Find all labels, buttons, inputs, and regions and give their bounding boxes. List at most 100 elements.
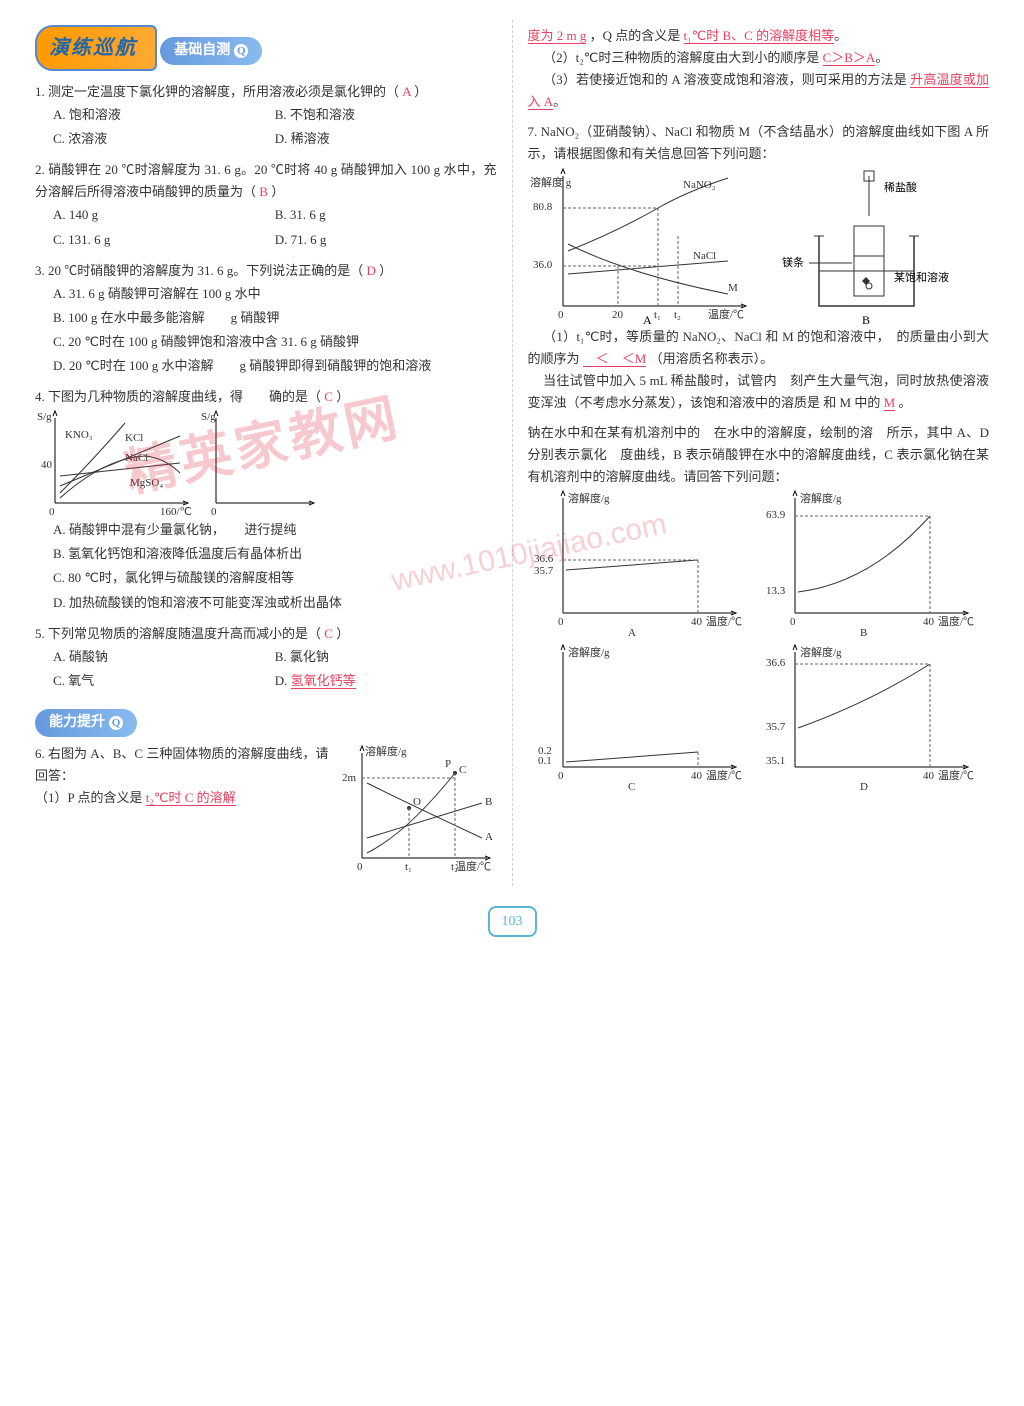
q7-p2: 当往试管中加入 5 mL 稀盐酸时，试管内 刻产生大量气泡，同时放热使溶液变浑浊… [528, 370, 990, 414]
svg-text:温度/℃: 温度/℃ [938, 614, 974, 628]
q3-opt-c: C. 20 ℃时在 100 g 硝酸钾饱和溶液中含 31. 6 g 硝酸钾 [53, 330, 497, 354]
q4-opt-a: A. 硝酸钾中混有少量氯化钠， 进行提纯 [53, 518, 497, 542]
q3-close: ） [379, 263, 392, 278]
sub-banner-2-label: 能力提升 [49, 715, 105, 730]
svg-text:S/g: S/g [37, 411, 52, 423]
svg-text:36.6: 36.6 [766, 657, 786, 669]
question-6: 6. 右图为 A、B、C 三种固体物质的溶解度曲线，请回答： （1）P 点的含义… [35, 743, 497, 873]
q6-p2-text: （2）t₂℃时三种物质的溶解度由大到小的顺序是 [543, 50, 823, 65]
svg-text:M: M [728, 282, 738, 294]
q1-answer: A [402, 84, 411, 99]
q4-opt-d: D. 加热硫酸镁的饱和溶液不可能变浑浊或析出晶体 [53, 591, 497, 615]
q6-chart: 溶解度/g 温度/℃ 2m C P B A O t₁ t₂ 0 [337, 743, 497, 873]
svg-text:O: O [413, 796, 421, 808]
question-5: 5. 下列常见物质的溶解度随温度升高而减小的是（ C ） A. 硝酸钠 B. 氯… [35, 623, 497, 693]
q2-close: ） [271, 184, 284, 199]
q7-p2-a: 当往试管中加入 5 mL 稀盐酸时，试管内 刻产生大量气泡，同时放热使溶液变浑浊… [528, 373, 990, 410]
q8-chart-d: 溶解度/g 36.6 35.7 35.1 40 温度/℃ D [760, 642, 989, 792]
question-7: 7. NaNO₂（亚硝酸钠）、NaCl 和物质 M（不含结晶水）的溶解度曲线如下… [528, 121, 990, 414]
svg-text:D: D [860, 781, 868, 792]
svg-text:40: 40 [923, 616, 935, 628]
q5-opt-a: A. 硝酸钠 [53, 645, 275, 669]
svg-text:63.9: 63.9 [766, 509, 786, 521]
svg-text:0: 0 [558, 616, 564, 628]
svg-text:2m: 2m [342, 772, 357, 784]
q4-chart-right: S/g 0 [201, 408, 321, 518]
q6-top-ans1: 度为 2 m g [528, 28, 587, 44]
sub-banner-1-label: 基础自测 [174, 43, 230, 58]
svg-text:36.6: 36.6 [534, 553, 554, 565]
svg-text:溶解度/g: 溶解度/g [800, 645, 842, 659]
q3-stem: 3. 20 ℃时硝酸钾的溶解度为 31. 6 g。下列说法正确的是（ [35, 263, 363, 278]
q8-chart-a: 溶解度/g 36.6 35.7 0 40 温度/℃ A [528, 488, 757, 638]
q6-p1-ans: t₂℃时 C 的溶解 [146, 790, 236, 806]
svg-text:80.8: 80.8 [533, 201, 553, 213]
svg-text:40: 40 [691, 616, 703, 628]
svg-text:C: C [459, 764, 466, 776]
banner-ability: 能力提升 Q [35, 709, 137, 737]
banner-main: 演练巡航 [35, 25, 157, 71]
q5-opt-b: B. 氯化钠 [275, 645, 497, 669]
q4-close: ） [336, 389, 349, 404]
q6-p2-ans: C＞B＞A [823, 50, 876, 66]
svg-text:160/℃: 160/℃ [160, 506, 192, 518]
svg-text:溶解度/g: 溶解度/g [365, 744, 407, 758]
svg-text:t₁: t₁ [654, 309, 661, 321]
q7-p2-ans: M [884, 395, 896, 411]
svg-text:0.1: 0.1 [538, 755, 552, 767]
svg-text:镁条: 镁条 [782, 255, 804, 269]
svg-text:溶解度 g: 溶解度 g [530, 175, 572, 189]
svg-text:36.0: 36.0 [533, 259, 553, 271]
svg-text:0: 0 [790, 616, 796, 628]
svg-text:温度/℃: 温度/℃ [708, 307, 744, 321]
svg-text:C: C [628, 781, 635, 792]
right-column: 度为 2 m g ，Q 点的含义是 t₁℃时 B、C 的溶解度相等。 （2）t₂… [523, 20, 995, 886]
q6-continued: 度为 2 m g ，Q 点的含义是 t₁℃时 B、C 的溶解度相等。 （2）t₂… [528, 25, 990, 113]
q1-opt-b: B. 不饱和溶液 [275, 103, 497, 127]
q6-p3-text: （3）若使接近饱和的 A 溶液变成饱和溶液，则可采用的方法是 [543, 72, 910, 87]
magnify-icon: Q [234, 44, 248, 58]
svg-text:P: P [445, 758, 451, 770]
q6-top-mid: ，Q 点的含义是 [590, 28, 684, 43]
q7-p2-b: 和 M 中的 [823, 395, 883, 410]
q7-p1-ans: ＜ ＜M [583, 351, 647, 367]
svg-text:S/g: S/g [201, 411, 216, 423]
q1-close: ） [414, 84, 427, 99]
svg-text:温度/℃: 温度/℃ [938, 768, 974, 782]
svg-text:B: B [862, 313, 870, 326]
question-4: 4. 下图为几种物质的溶解度曲线，得 确的是（ C ） S/g 40 160/℃… [35, 386, 497, 614]
svg-text:B: B [485, 796, 492, 808]
banner-basic: 基础自测 Q [160, 37, 262, 65]
svg-text:B: B [860, 627, 867, 638]
svg-text:A: A [643, 313, 652, 326]
svg-text:0: 0 [558, 770, 564, 782]
q1-opt-c: C. 浓溶液 [53, 127, 275, 151]
q2-opt-c: C. 131. 6 g [53, 228, 275, 252]
q7-p1-b: （用溶质名称表示）。 [650, 351, 774, 366]
svg-text:A: A [485, 831, 493, 843]
svg-text:温度/℃: 温度/℃ [706, 614, 742, 628]
q3-answer: D [367, 263, 376, 278]
q3-opt-b: B. 100 g 在水中最多能溶解 g 硝酸钾 [53, 306, 497, 330]
q7-p2-end: 。 [898, 395, 911, 410]
svg-text:0: 0 [558, 309, 564, 321]
q1-stem: 1. 测定一定温度下氯化钾的溶解度，所用溶液必须是氯化钾的（ [35, 84, 399, 99]
q2-opt-a: A. 140 g [53, 203, 275, 227]
question-3: 3. 20 ℃时硝酸钾的溶解度为 31. 6 g。下列说法正确的是（ D ） A… [35, 260, 497, 378]
question-1: 1. 测定一定温度下氯化钾的溶解度，所用溶液必须是氯化钾的（ A ） A. 饱和… [35, 81, 497, 151]
svg-text:NaNO₂: NaNO₂ [683, 179, 716, 191]
page-number: 103 [30, 906, 994, 938]
svg-text:0: 0 [211, 506, 217, 518]
q4-opt-c: C. 80 ℃时，氯化钾与硫酸镁的溶解度相等 [53, 566, 497, 590]
svg-text:20: 20 [612, 309, 624, 321]
question-2: 2. 硝酸钾在 20 ℃时溶解度为 31. 6 g。20 ℃时将 40 g 硝酸… [35, 159, 497, 251]
svg-text:稀盐酸: 稀盐酸 [884, 180, 917, 194]
magnify-icon-2: Q [109, 716, 123, 730]
q2-answer: B [259, 184, 268, 199]
svg-text:A: A [628, 627, 636, 638]
svg-text:MgSO₄: MgSO₄ [130, 477, 163, 489]
svg-text:t₂: t₂ [674, 309, 681, 321]
svg-text:NaCl: NaCl [693, 250, 716, 262]
svg-text:溶解度/g: 溶解度/g [800, 491, 842, 505]
q5-opt-d: D. 氢氧化钙等 [275, 669, 497, 693]
